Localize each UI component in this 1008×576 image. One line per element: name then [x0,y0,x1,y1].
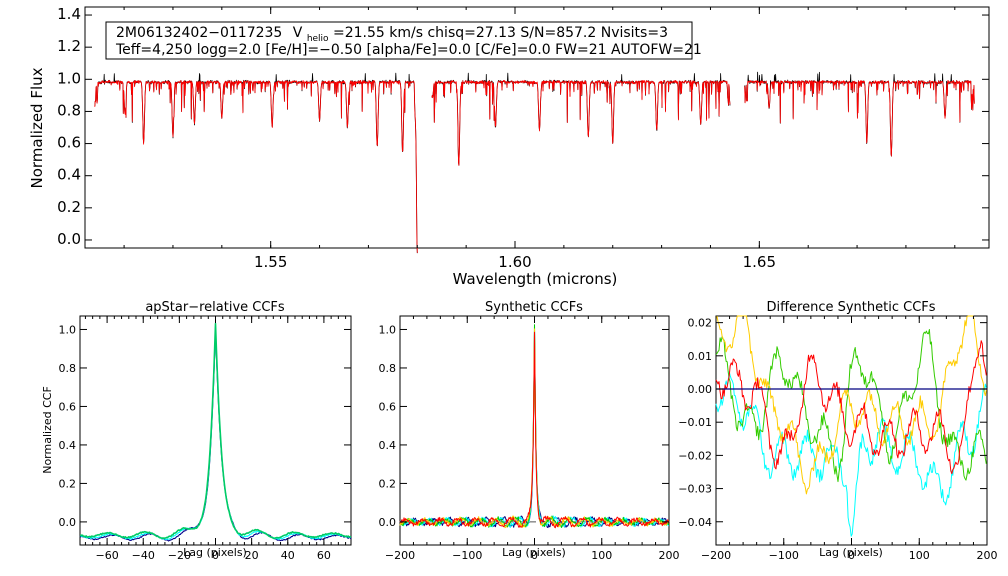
star-id: 2M06132402−0117235 [116,25,282,41]
synthetic-ccf-xtick-label: −200 [385,549,415,562]
synthetic-ccf-xlabel: Lag (pixels) [502,546,566,559]
annotation-line-1: 2M06132402−0117235 V helio =21.55 km/s c… [116,25,668,45]
spectrum-ytick-label: 0.8 [57,101,81,119]
spectrum-xtick-label: 1.60 [498,253,531,271]
difference-ccf-ytick-label: −0.02 [678,449,712,462]
apstar-ccf-xtick-label: 0 [212,549,219,562]
apstar-ccf-ytick-label: 1.0 [59,323,77,336]
difference-ccf-xtick-label: 100 [909,549,930,562]
difference-ccf-ytick-label: 0.00 [688,383,713,396]
spectrum-xtick-label: 1.55 [254,253,287,271]
apstar-ccf-ytick-label: 0.2 [59,477,77,490]
synthetic-ccf-title: Synthetic CCFs [485,300,583,315]
apstar-ccf-frame [79,315,352,546]
difference-ccf-visit-2 [715,329,987,483]
observed-spectrum [94,71,975,254]
synthetic-ccf-xtick-label: 200 [659,549,680,562]
difference-ccf-visit-4 [715,340,987,475]
difference-ccf-ytick-label: −0.03 [678,483,712,496]
difference-ccf-xtick-label: −100 [769,549,799,562]
spectrum-ytick-label: 0.0 [57,230,81,248]
difference-ccf-xtick-label: 200 [977,549,998,562]
difference-ccf-visit-3 [715,315,987,495]
apstar-ccf-xtick-label: −40 [132,549,155,562]
synthetic-ccf-visit-4 [399,331,670,529]
model-segment-1 [431,79,731,166]
difference-ccf-ticks: −200 −100 0 100 200 −0.04 −0.03 −0.02 −0.01 0.00 0… [678,316,998,562]
observed-segment-0 [94,72,418,254]
model-segment-0 [94,80,418,253]
apstar-ccf-panel: −60 −40 −20 0 20 40 60 0.0 0.2 0.4 0.6 0.8 1.0 apSta… [41,300,352,562]
spectrum-xtick-label: 1.65 [743,253,776,271]
apstar-ccf-ytick-label: 0.0 [59,516,77,529]
visit-summary: =21.55 km/s chisq=27.13 S/N=857.2 Nvisit… [333,25,668,41]
difference-ccf-panel: −200 −100 0 100 200 −0.04 −0.03 −0.02 −0.01 0.00 0… [678,300,997,562]
difference-ccf-ytick-label: −0.04 [678,516,712,529]
spectrum-frame [84,6,990,249]
difference-ccf-ytick-label: 0.02 [688,317,713,330]
synthetic-ccf-visit-2 [399,324,670,528]
apstar-ccf-xtick-label: 40 [281,549,295,562]
apstar-ccf-curves [79,322,352,542]
apstar-ccf-xtick-label: 60 [317,549,331,562]
apstar-ccf-ylabel: Normalized CCF [41,386,54,474]
difference-ccf-visit-1 [715,371,987,537]
difference-ccf-xlabel: Lag (pixels) [819,546,883,559]
synthetic-ccf-ticks: −200 −100 0 100 200 0.0 0.2 0.4 0.6 0.8 1.0 [379,316,680,562]
spectrum-ytick-label: 0.2 [57,198,81,216]
difference-ccf-xtick-label: 0 [848,549,855,562]
synthetic-ccf-ytick-label: 0.2 [379,477,397,490]
spectrum-ytick-label: 1.4 [57,5,81,23]
apstar-ccf-ytick-label: 0.6 [59,400,77,413]
spectrum-xlabel: Wavelength (microns) [453,270,618,288]
apstar-ccf-xlabel: Lag (pixels) [183,546,247,559]
synthetic-ccf-panel: −200 −100 0 100 200 0.0 0.2 0.4 0.6 0.8 1.0 Synthe… [379,300,680,562]
apstar-ccf-visit-1 [79,328,352,542]
apstar-ccf-visit-2 [79,325,352,540]
synthetic-ccf-xtick-label: 0 [531,549,538,562]
vhelio-subscript: helio [307,34,329,44]
difference-ccf-ytick-label: 0.01 [688,350,713,363]
apstar-ccf-title: apStar−relative CCFs [145,300,285,315]
annotation-line-2: Teff=4,250 logg=2.0 [Fe/H]=−0.50 [alpha/… [115,42,702,58]
spectrum-ytick-label: 1.0 [57,69,81,87]
spectrum-ytick-label: 0.4 [57,166,81,184]
spectrum-ytick-label: 1.2 [57,37,81,55]
apstar-ccf-xtick-label: −20 [168,549,191,562]
spectrum-axis-ticks: 1.55 1.60 1.65 0.0 0.2 0.4 0.6 0.8 1.0 1.2 1.4 [57,5,989,271]
model-segment-2 [744,80,975,157]
difference-ccf-title: Difference Synthetic CCFs [766,300,935,315]
difference-ccf-curves [715,315,987,537]
synthetic-ccf-ytick-label: 1.0 [379,323,397,336]
synthetic-ccf-xtick-label: 100 [591,549,612,562]
apstar-ccf-xtick-label: −60 [95,549,118,562]
spectrum-ytick-label: 0.6 [57,134,81,152]
synthetic-ccf-ytick-label: 0.0 [379,516,397,529]
apstar-ccf-ytick-label: 0.8 [59,362,77,375]
observed-segment-1 [431,72,731,166]
apstar-ccf-visit-3 [79,322,352,540]
synthetic-ccf-ytick-label: 0.8 [379,362,397,375]
apstar-ccf-xtick-label: 20 [245,549,259,562]
apstar-ccf-ticks: −60 −40 −20 0 20 40 60 0.0 0.2 0.4 0.6 0.8 1.0 [59,316,351,562]
synthetic-ccf-curves [399,324,670,529]
synthetic-ccf-xtick-label: −100 [452,549,482,562]
synthetic-ccf-ytick-label: 0.6 [379,400,397,413]
synthetic-ccf-ytick-label: 0.4 [379,439,397,452]
apstar-ccf-ytick-label: 0.4 [59,439,77,452]
model-spectrum [94,79,975,253]
difference-ccf-ytick-label: −0.01 [678,416,712,429]
spectrum-ylabel: Normalized Flux [28,67,46,188]
spectrum-panel: 1.55 1.60 1.65 0.0 0.2 0.4 0.6 0.8 1.0 1.2 1.4 2M0… [28,5,990,288]
annotation-box [105,21,693,60]
difference-ccf-xtick-label: −200 [701,549,731,562]
vhelio-symbol: V [293,25,303,41]
